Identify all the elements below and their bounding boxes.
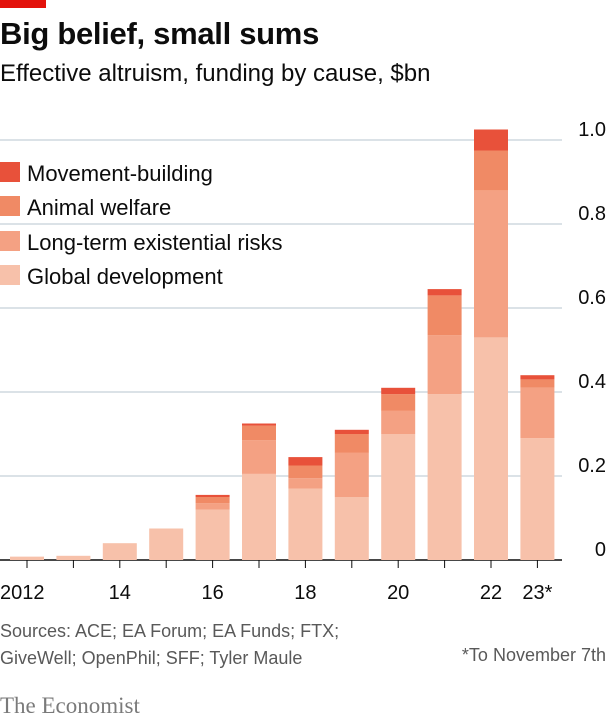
bar-segment [474,190,508,338]
sources-note: Sources: ACE; EA Forum; EA Funds; FTX; G… [0,618,339,672]
x-tick-label: 18 [294,582,316,604]
bar-segment [10,556,44,560]
bar-segment [334,434,369,453]
legend-label: Long-term existential risks [27,230,283,255]
x-tick-label: 20 [387,582,409,604]
legend-label: Animal welfare [27,195,171,220]
y-tick-label: 0.8 [578,203,606,225]
legend-swatch [0,265,20,285]
chart-canvas: 0 0.2 0.4 0.6 0.8 1.0 2012 14 16 18 20 22 23* Movemen… [0,119,606,604]
bar-segment [195,494,230,497]
bar-segment [520,387,555,439]
legend-label: Global development [27,264,223,289]
y-tick-label: 0.2 [578,455,606,477]
bar-segment [427,295,462,336]
bar-segment [474,129,508,151]
x-tick-label: 16 [201,582,223,604]
bar-segment [334,497,369,560]
bar-segment [381,387,416,395]
legend-swatch [0,162,20,182]
footnote: *To November 7th [461,645,606,665]
bar-segment [242,423,276,426]
bar-segment [102,543,137,560]
bar-segment [427,394,462,560]
legend-label: Movement-building [27,161,213,186]
bar-segment [474,150,508,191]
bar-segment [474,337,508,560]
bar-segment [427,335,462,395]
brand-wordmark: The Economist [0,693,140,718]
x-tick-label: 14 [109,582,131,604]
sources-line-2: GiveWell; OpenPhil; SFF; Tyler Maule [0,648,303,668]
bar-segment [242,425,276,441]
bar-segment [288,457,323,466]
bar-segment [195,497,230,504]
bar-segment [149,528,184,560]
bar-segment [520,375,555,380]
x-tick-label: 22 [480,582,502,604]
bar-segment [381,434,416,560]
bar-segment [381,394,416,411]
bar-segment [520,438,555,560]
bar-segment [56,555,91,560]
x-tick-label: 2012 [0,582,45,604]
bar-segment [381,410,416,434]
bar-segment [242,440,276,474]
bar-segment [520,379,555,388]
bar-segment [288,465,323,479]
chart-subtitle: Effective altruism, funding by cause, $b… [0,60,431,87]
y-tick-label: 1.0 [578,119,606,141]
bar-segment [242,473,276,560]
bar-segment [195,503,230,510]
x-tick-label: 23* [522,582,552,604]
y-tick-label: 0 [595,539,606,561]
bar-segment [288,478,323,489]
sources-line-1: Sources: ACE; EA Forum; EA Funds; FTX; [0,621,340,641]
bar-segment [195,509,230,560]
bar-segment [427,289,462,296]
y-tick-label: 0.4 [578,371,606,393]
bar-segment [288,488,323,560]
legend-swatch [0,196,20,216]
brand-accent-bar [0,0,46,8]
y-tick-label: 0.6 [578,287,606,309]
legend-swatch [0,231,20,251]
bar-segment [334,452,369,497]
chart-title: Big belief, small sums [0,16,320,51]
bar-segment [334,429,369,434]
